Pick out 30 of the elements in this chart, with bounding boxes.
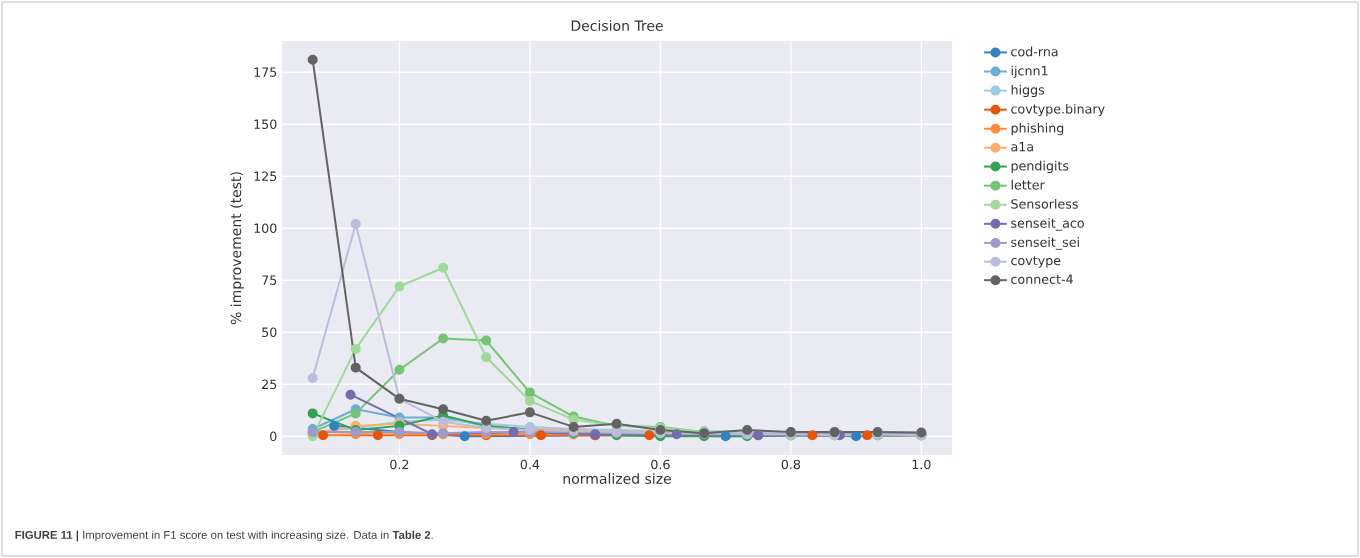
chart-title: Decision Tree (571, 20, 663, 31)
legend-label: cod-rna (1011, 46, 1058, 57)
x-tick-label: 0.6 (651, 459, 670, 470)
x-tick-label: 0.2 (390, 459, 409, 470)
x-tick-label: 0.8 (781, 459, 801, 470)
x-tick-label: 1.0 (912, 459, 931, 470)
text: FIGURE 11 | Improvement in F1 score on test with increasing size. Data in Table 2. (15, 530, 433, 542)
legend-label: connect-4 (1011, 274, 1073, 284)
legend-label: letter (1011, 179, 1045, 190)
x-tick-label: 0.4 (520, 459, 540, 470)
legend-label: senseit_sei (1011, 237, 1079, 250)
y-tick-label: 25 (262, 379, 277, 390)
x-axis-title: normalized size (563, 473, 671, 484)
y-tick-label: 100 (254, 223, 277, 234)
y-axis-title: % improvement (test) (230, 172, 244, 325)
legend-label: Sensorless (1011, 198, 1078, 209)
legend-label: higgs (1011, 84, 1045, 98)
y-tick-label: 0 (270, 431, 277, 442)
y-tick-label: 150 (254, 119, 277, 130)
legend-label: senseit_aco (1011, 218, 1084, 231)
legend-label: pendigits (1011, 160, 1069, 174)
legend-label: covtype (1011, 256, 1061, 268)
y-tick-label: 75 (262, 275, 277, 285)
y-tick-label: 175 (254, 67, 277, 77)
y-tick-label: 125 (254, 171, 277, 182)
legend-label: covtype.binary (1011, 103, 1105, 117)
legend-label: ijcnn1 (1011, 65, 1048, 78)
legend-label: phishing (1011, 122, 1064, 136)
legend-label: a1a (1011, 142, 1033, 152)
y-tick-label: 50 (262, 327, 277, 338)
